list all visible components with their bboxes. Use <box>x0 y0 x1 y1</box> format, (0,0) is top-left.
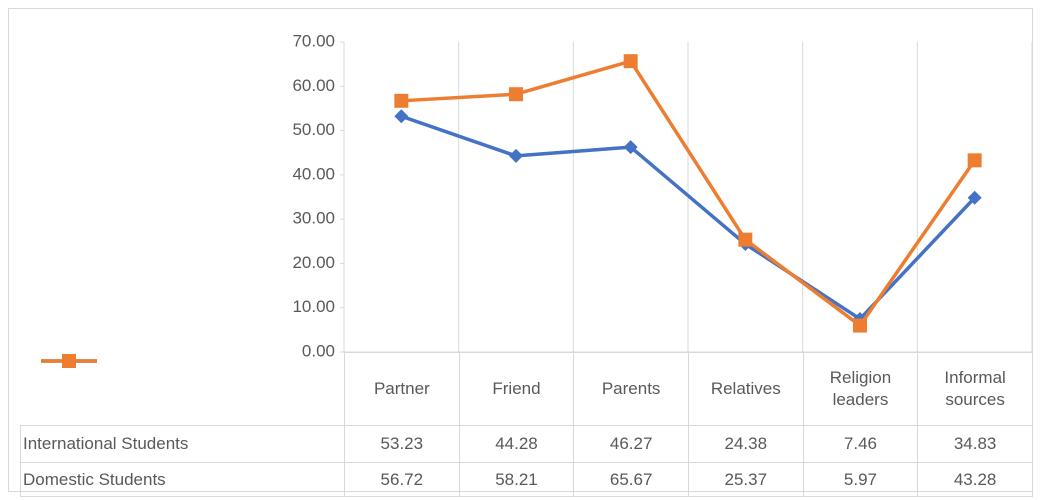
table-value: 34.83 <box>917 425 1033 463</box>
x-tick-label: Religion leaders <box>802 352 919 426</box>
table-value: 58.21 <box>458 462 575 497</box>
marker <box>509 87 523 102</box>
data-table: Partner Friend Parents Relatives Religion le… <box>20 352 1033 497</box>
table-row: International Students 53.23 44.28 46.27 24.… <box>20 353 1033 463</box>
y-tick-label: 70.00 <box>292 31 335 50</box>
legend-cell: International Students <box>20 353 345 463</box>
y-tick-label: 50.00 <box>292 120 335 139</box>
marker <box>623 54 638 69</box>
marker <box>967 190 982 205</box>
marker <box>394 109 409 124</box>
table-value: 46.27 <box>573 425 689 463</box>
table-value: 5.97 <box>802 462 919 497</box>
table-value: 56.72 <box>344 462 460 497</box>
y-tick-label: 0.00 <box>302 341 335 360</box>
table-value: 43.28 <box>917 462 1033 497</box>
legend-label: International Students <box>23 434 189 453</box>
y-tick-label: 10.00 <box>292 297 335 316</box>
marker <box>967 153 982 168</box>
marker <box>623 140 638 155</box>
y-tick-label: 30.00 <box>292 209 335 228</box>
x-tick-label: Relatives <box>687 352 804 426</box>
marker <box>853 318 867 333</box>
x-tick-label: Informal sources <box>917 352 1033 426</box>
marker <box>61 353 76 368</box>
table-row: Domestic Students 56.72 58.21 65.67 25.37 5.9… <box>20 353 1033 497</box>
table-value: 44.28 <box>458 425 575 463</box>
table-value: 25.37 <box>687 462 804 497</box>
series-line <box>401 59 977 328</box>
table-value: 53.23 <box>344 425 460 463</box>
table-header-row: Partner Friend Parents Relatives Religion le… <box>21 352 1033 426</box>
x-tick-label: Parents <box>573 352 689 426</box>
legend-cell: Domestic Students <box>20 353 345 497</box>
y-tick-label: 60.00 <box>292 76 335 95</box>
legend-symbol <box>40 353 97 368</box>
y-tick-label: 20.00 <box>292 253 335 272</box>
marker <box>509 148 523 163</box>
table-value: 65.67 <box>573 462 689 497</box>
table-value: 7.46 <box>802 425 919 463</box>
table-value: 24.38 <box>687 425 804 463</box>
legend-label: Domestic Students <box>23 469 166 489</box>
x-tick-label: Partner <box>344 352 460 426</box>
x-tick-label: Friend <box>458 352 575 426</box>
marker <box>738 232 753 247</box>
y-tick-label: 40.00 <box>292 164 335 183</box>
marker <box>394 93 409 108</box>
